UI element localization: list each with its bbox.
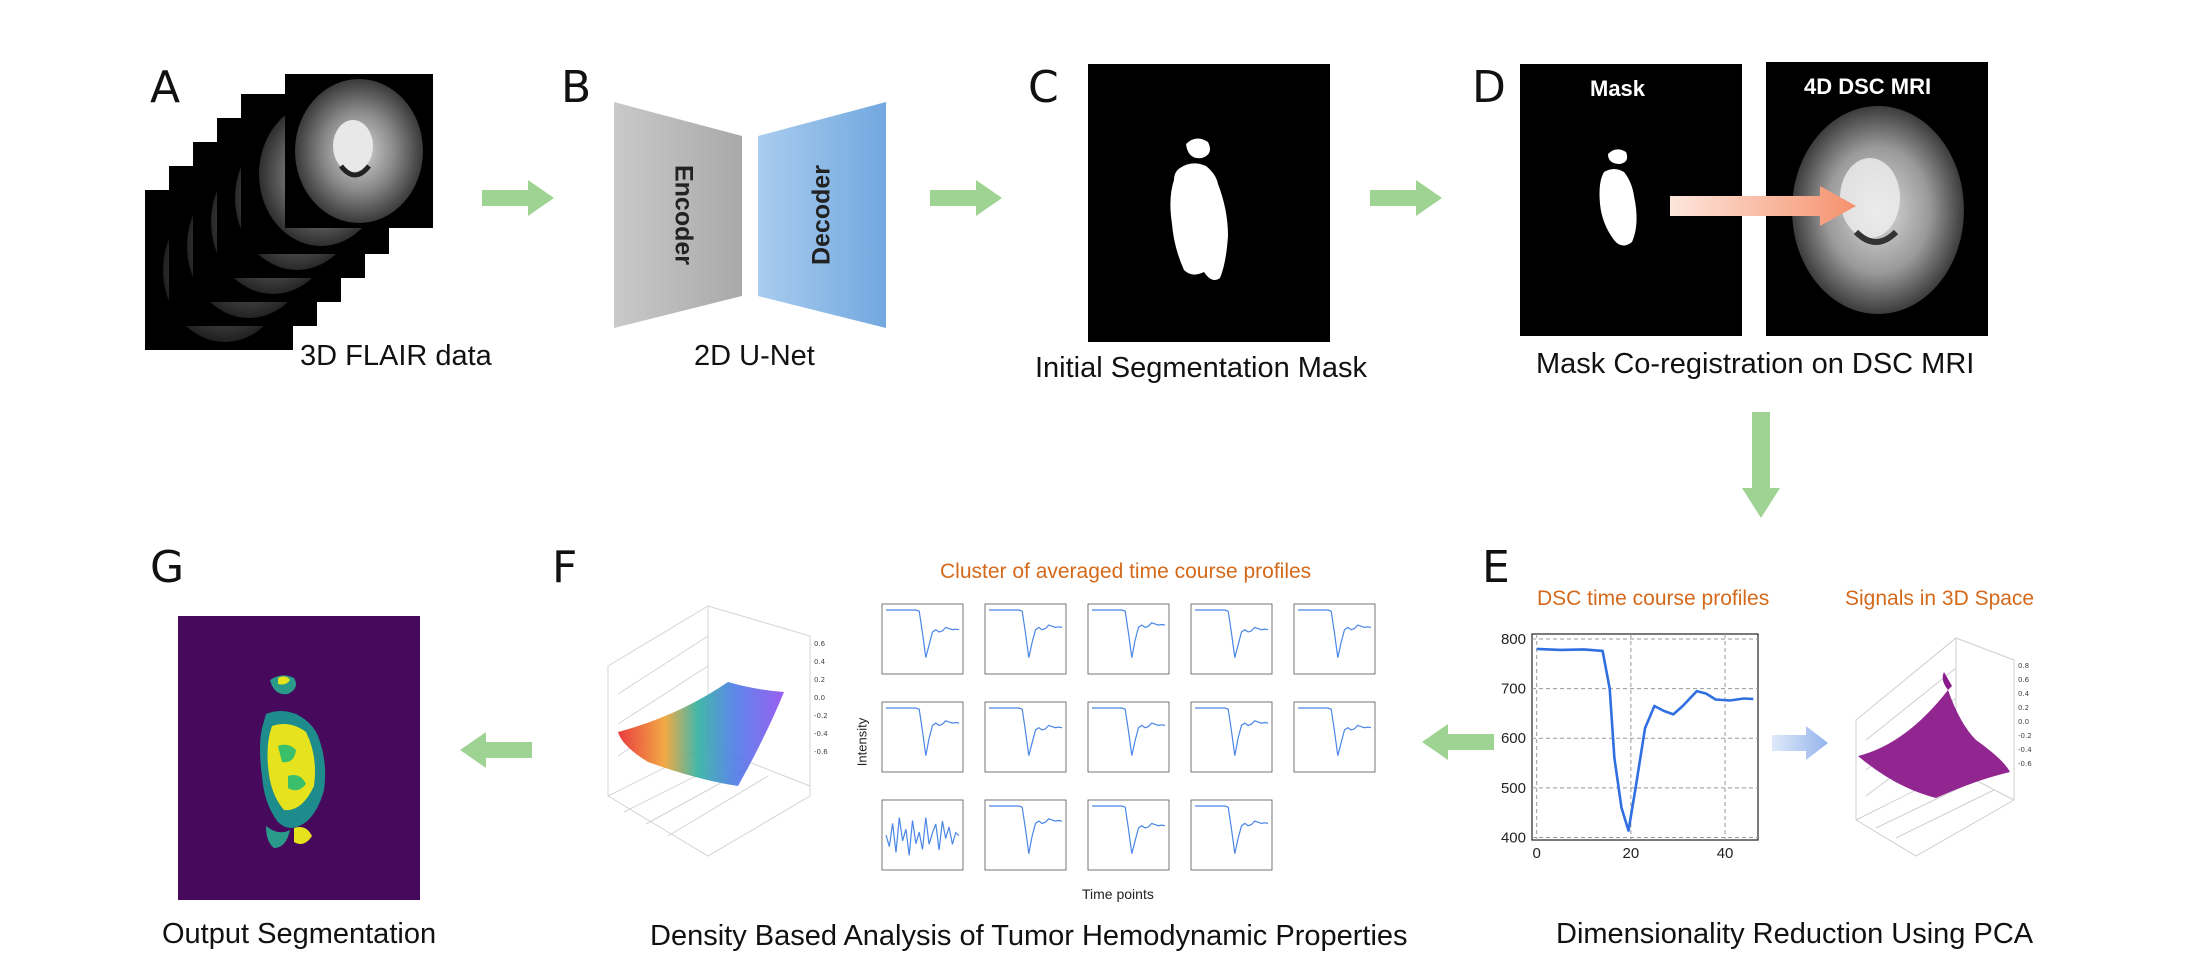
- panel-letter-g: G: [150, 542, 185, 593]
- svg-text:-0.4: -0.4: [814, 730, 828, 738]
- caption-g: Output Segmentation: [162, 918, 437, 950]
- dsc-plot-frame: [1531, 633, 1759, 841]
- cluster-mini-line: [1092, 609, 1166, 658]
- unet-diagram: [614, 102, 886, 328]
- dsc-ytick-label: 800: [1501, 631, 1526, 648]
- output-segmentation-image: [178, 616, 420, 900]
- cluster-mini-line: [989, 707, 1063, 756]
- cluster-mini-line: [885, 817, 960, 856]
- svg-text:-0.6: -0.6: [814, 748, 828, 756]
- cluster-mini-line: [886, 707, 960, 756]
- cluster-profiles-title: Cluster of averaged time course profiles: [940, 560, 1312, 583]
- decoder-label: Decoder: [807, 164, 836, 266]
- cluster-mini-line: [886, 609, 960, 658]
- svg-text:0.0: 0.0: [2018, 718, 2029, 726]
- output-mask: [260, 675, 326, 848]
- dsc-ytick-label: 700: [1501, 681, 1526, 698]
- cluster-mini-frame: [1293, 701, 1376, 773]
- caption-f: Density Based Analysis of Tumor Hemodyna…: [650, 920, 1408, 952]
- panel-letter-e: E: [1482, 542, 1510, 593]
- dsc-time-course-chart: 400 500 600 700 800 0 20 40: [1501, 631, 1759, 862]
- flow-arrow-c-d: [1370, 180, 1442, 216]
- svg-text:0.6: 0.6: [2018, 676, 2030, 684]
- dsc-ytick-label: 600: [1501, 730, 1526, 747]
- mask-title: Mask: [1590, 76, 1646, 101]
- svg-text:-0.2: -0.2: [814, 712, 828, 720]
- cluster-mini-frame: [881, 603, 964, 675]
- flow-arrow-e-f: [1422, 724, 1494, 760]
- caption-b: 2D U-Net: [694, 340, 815, 372]
- time-points-label: Time points: [1082, 886, 1154, 902]
- cluster-mini-line: [1195, 707, 1269, 756]
- segmentation-mask-image: [1088, 64, 1330, 342]
- cluster-mini-line: [1298, 609, 1372, 658]
- cluster-mini-frame: [1190, 701, 1273, 773]
- svg-text:0.4: 0.4: [814, 658, 826, 666]
- panel-letter-c: C: [1028, 62, 1059, 113]
- cluster-mini-frame: [881, 701, 964, 773]
- svg-text:-0.6: -0.6: [2018, 760, 2032, 768]
- encoder-block: [614, 102, 742, 328]
- svg-text:0.0: 0.0: [814, 694, 825, 702]
- cluster-mini-frame: [984, 799, 1067, 871]
- cluster-profile-grid: [881, 603, 1376, 871]
- cluster-mini-line: [989, 609, 1063, 658]
- cluster-mini-frame: [1190, 799, 1273, 871]
- panel-letter-a: A: [150, 62, 181, 113]
- density-3d-scatter: 0.6 0.4 0.2 0.0 -0.2 -0.4 -0.6: [607, 605, 828, 857]
- svg-text:0.8: 0.8: [2018, 662, 2029, 670]
- svg-text:0.4: 0.4: [2018, 690, 2030, 698]
- dsc-profiles-title: DSC time course profiles: [1537, 587, 1770, 610]
- cluster-mini-frame: [1087, 603, 1170, 675]
- svg-text:0.2: 0.2: [814, 676, 825, 684]
- caption-c: Initial Segmentation Mask: [1035, 352, 1368, 384]
- cluster-mini-frame: [984, 701, 1067, 773]
- cluster-mini-line: [1298, 707, 1372, 756]
- cluster-mini-frame: [1293, 603, 1376, 675]
- mask-blob: [1170, 138, 1228, 280]
- flair-slice-stack: [145, 74, 433, 350]
- flow-arrow-d-e: [1742, 412, 1780, 518]
- svg-text:0.2: 0.2: [2018, 704, 2029, 712]
- dsc-xtick-label: 40: [1717, 845, 1734, 862]
- cluster-mini-line: [1092, 805, 1166, 854]
- flow-arrow-f-g: [460, 732, 532, 768]
- panel-letter-f: F: [552, 542, 578, 593]
- cluster-mini-line: [1092, 707, 1166, 756]
- panel-letter-d: D: [1472, 62, 1506, 113]
- signals-3d-title: Signals in 3D Space: [1845, 587, 2035, 610]
- cluster-mini-frame: [984, 603, 1067, 675]
- mask-blob-d: [1599, 149, 1637, 246]
- cluster-mini-line: [989, 805, 1063, 854]
- decoder-block: [758, 102, 886, 328]
- caption-d: Mask Co-registration on DSC MRI: [1536, 348, 1975, 380]
- dsc-xtick-label: 20: [1623, 845, 1640, 862]
- cluster-mini-line: [1195, 609, 1269, 658]
- coregistration-arrow: [1670, 186, 1856, 226]
- dsc-ytick-label: 500: [1501, 780, 1526, 797]
- panel-letter-b: B: [561, 62, 592, 113]
- dsc-xtick-label: 0: [1533, 845, 1541, 862]
- signals-3d-scatter: 0.8 0.6 0.4 0.2 0.0 -0.2 -0.4 -0.6: [1855, 637, 2032, 857]
- caption-a: 3D FLAIR data: [300, 340, 492, 372]
- dsc-series-line: [1536, 647, 1754, 832]
- dsc-ytick-label: 400: [1501, 830, 1526, 847]
- cluster-mini-frame: [1190, 603, 1273, 675]
- cluster-mini-frame: [1087, 799, 1170, 871]
- intensity-label: Intensity: [854, 717, 870, 767]
- cluster-mini-frame: [881, 799, 964, 871]
- cluster-mini-frame: [1087, 701, 1170, 773]
- svg-text:-0.2: -0.2: [2018, 732, 2032, 740]
- mri-brain: [1792, 106, 1964, 314]
- mri-title: 4D DSC MRI: [1804, 74, 1932, 99]
- caption-e: Dimensionality Reduction Using PCA: [1556, 918, 2034, 950]
- svg-text:0.6: 0.6: [814, 640, 826, 648]
- pca-arrow: [1772, 726, 1828, 760]
- svg-text:-0.4: -0.4: [2018, 746, 2032, 754]
- flow-arrow-a-b: [482, 180, 554, 216]
- cluster-mini-line: [1195, 805, 1269, 854]
- encoder-label: Encoder: [669, 164, 698, 266]
- flow-arrow-b-c: [930, 180, 1002, 216]
